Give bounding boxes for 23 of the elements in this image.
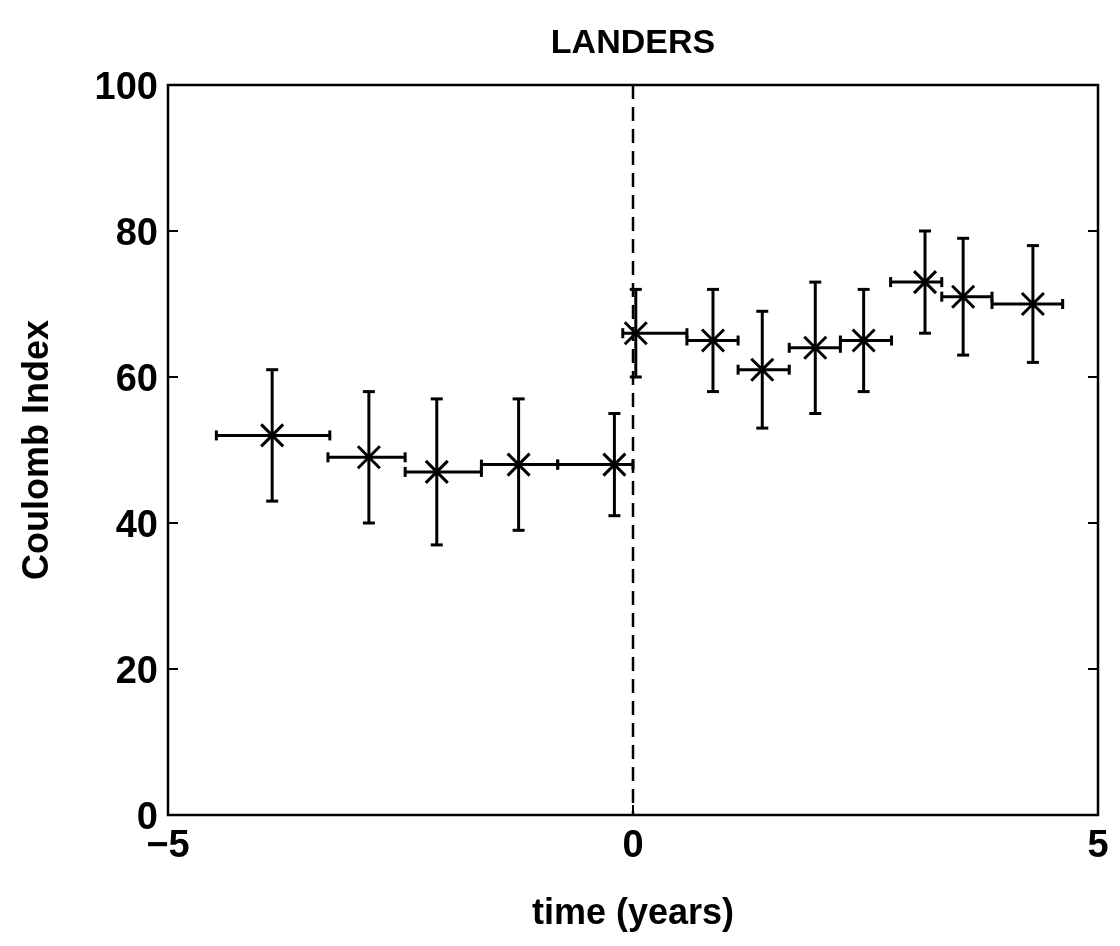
point	[259, 422, 285, 448]
point	[749, 357, 775, 383]
point	[700, 328, 726, 353]
y-tick-label: 100	[94, 65, 158, 107]
point	[356, 444, 382, 470]
y-tick-label: 40	[115, 503, 158, 545]
y-tick-label: 20	[115, 649, 158, 691]
y-tick-label: 60	[115, 357, 158, 399]
y-axis-title: Coulomb Index	[15, 320, 56, 580]
point	[623, 320, 649, 346]
point	[851, 328, 877, 353]
point	[950, 284, 976, 310]
point	[424, 459, 450, 485]
y-tick-label: 80	[115, 211, 158, 253]
x-axis-title: time (years)	[531, 891, 735, 932]
x-tick-label: 5	[1087, 823, 1109, 865]
x-tick-label: 0	[622, 823, 644, 865]
point	[912, 269, 938, 295]
point	[1020, 291, 1046, 317]
point	[802, 335, 828, 361]
point	[601, 452, 627, 478]
chart-title: LANDERS	[550, 22, 716, 60]
point	[506, 452, 532, 478]
